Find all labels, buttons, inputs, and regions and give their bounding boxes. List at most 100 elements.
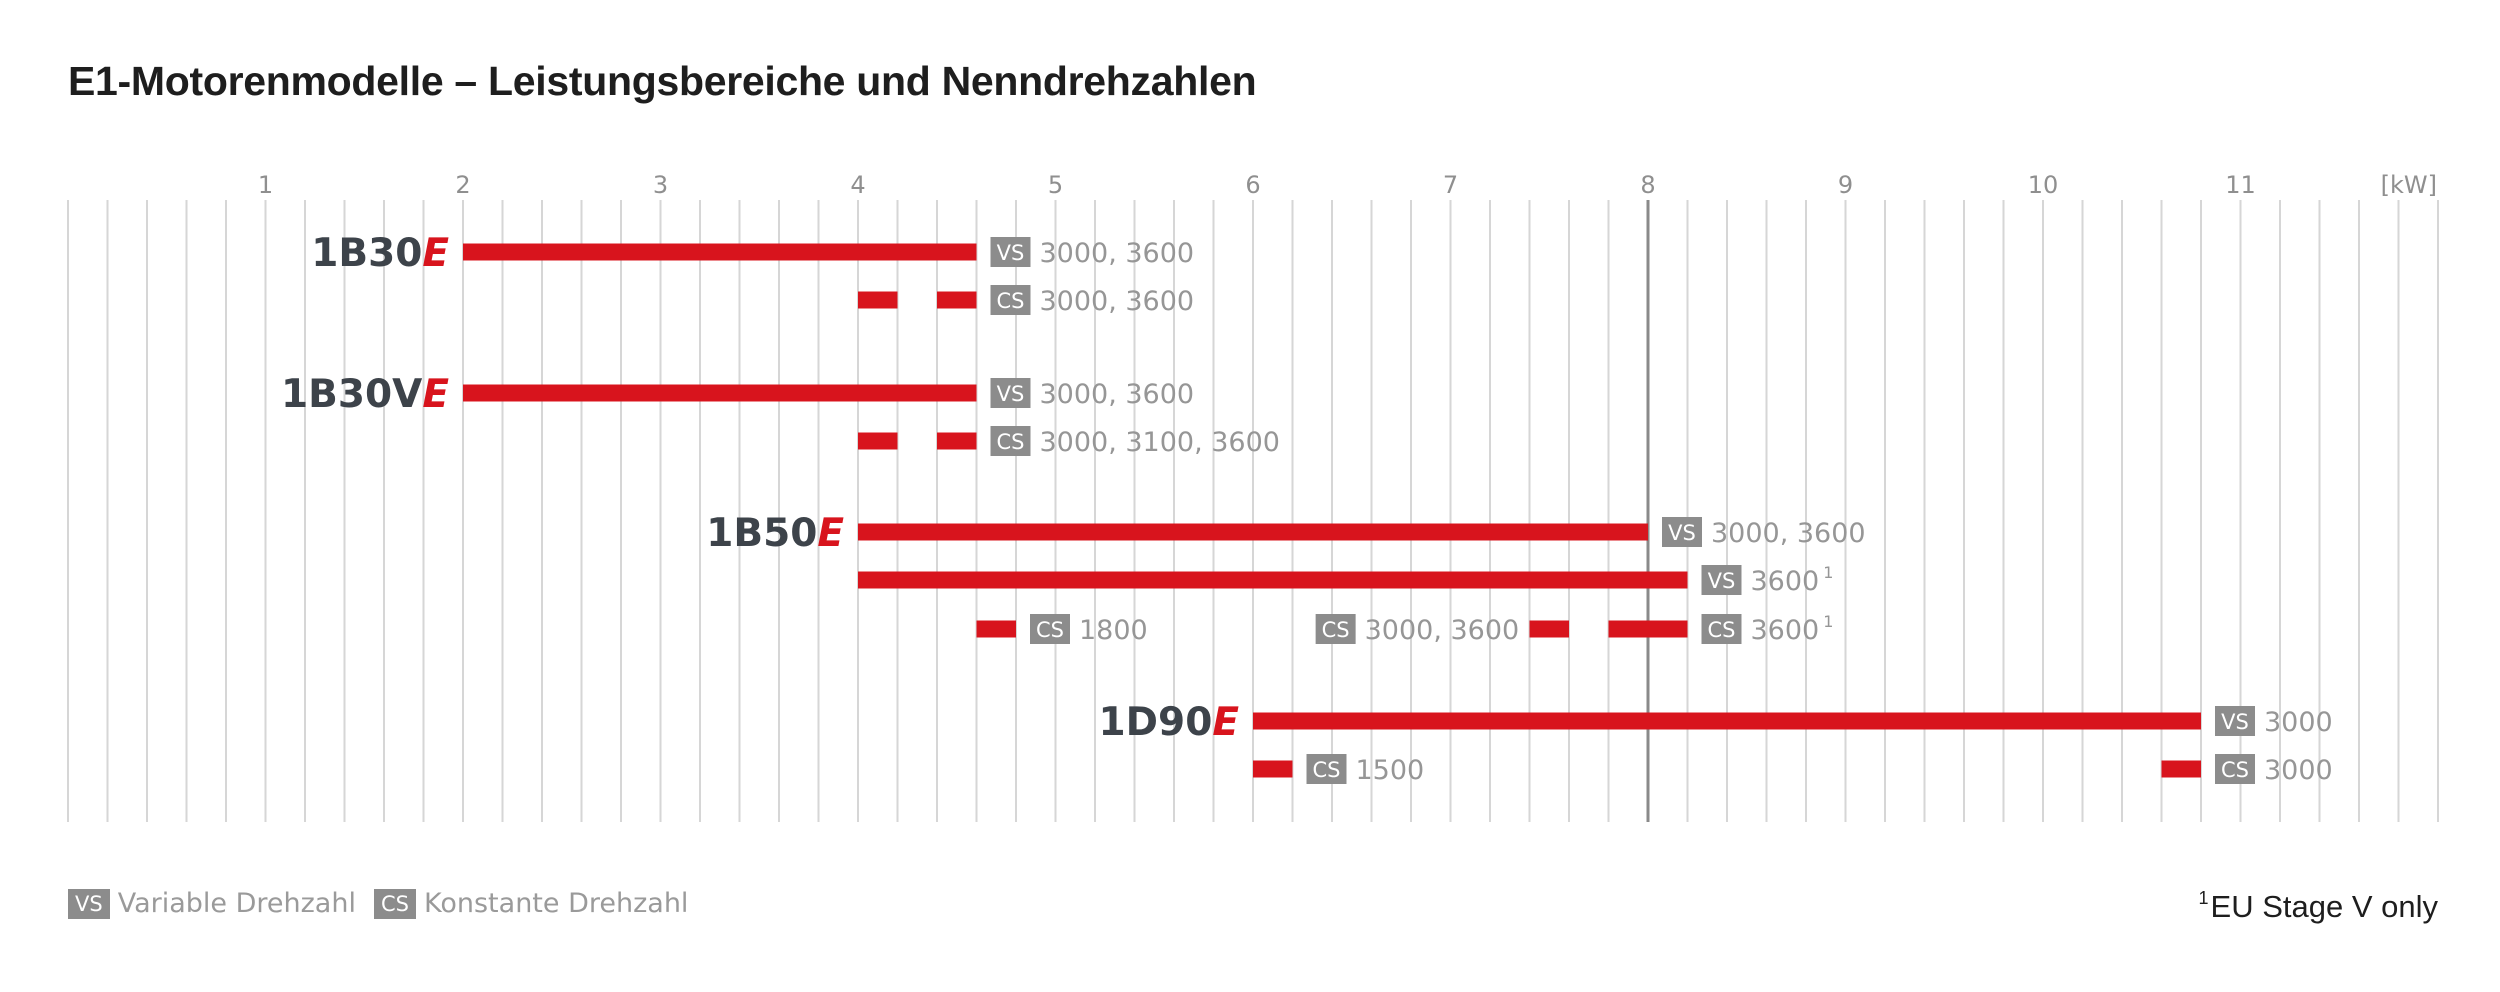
range-bar: [1529, 620, 1569, 638]
x-tick-label: 9: [1838, 171, 1853, 199]
legend-variable-speed: VS Variable Drehzahl: [68, 888, 356, 919]
model-name: 1B50: [706, 511, 817, 556]
speed-values: 3000, 3600: [1365, 615, 1520, 646]
x-tick-label: 10: [2028, 171, 2059, 199]
speed-values: 1500: [1356, 755, 1425, 786]
footnote-ref: 1: [1823, 612, 1833, 631]
speed-values: 3600 1: [1751, 563, 1834, 597]
footnote: 1EU Stage V only: [2199, 888, 2438, 925]
range-bar: [858, 432, 898, 450]
legend-cs-badge: CS: [374, 888, 416, 919]
model-label: 1B50E: [706, 511, 844, 556]
speed-type-badge-text: CS: [997, 289, 1025, 313]
speed-values: 3000, 3600: [1040, 286, 1195, 317]
x-tick-label: 4: [850, 171, 865, 199]
speed-values: 3000, 3600: [1040, 379, 1195, 410]
bars: [463, 243, 2201, 778]
speed-label: VS 3600 1: [1701, 563, 1834, 597]
speed-label: CS 1800: [1030, 614, 1148, 646]
speed-type-badge-text: CS: [1322, 618, 1350, 642]
x-tick-label: 1: [258, 171, 273, 199]
range-bar: [463, 243, 977, 261]
speed-type-badge-text: VS: [2221, 710, 2249, 734]
speed-type-badge-text: VS: [997, 382, 1025, 406]
model-name: 1B30: [311, 231, 422, 276]
speed-type-badge-text: CS: [1708, 618, 1736, 642]
model-label: 1B30VE: [281, 372, 449, 417]
model-suffix: E: [1212, 700, 1239, 745]
model-name: 1B30V: [281, 372, 422, 417]
speed-label: VS 3000, 3600: [990, 378, 1195, 410]
model-name: 1D90: [1099, 700, 1213, 745]
speed-label: CS 3000, 3600: [1315, 614, 1520, 646]
range-bar: [2161, 760, 2201, 778]
speed-type-badge: [990, 378, 1031, 408]
speed-type-badge: [1030, 614, 1070, 644]
speed-label: CS 3000: [2215, 754, 2333, 786]
footnote-marker: 1: [2198, 888, 2209, 908]
speed-label: VS 3000: [2215, 706, 2333, 738]
legend-vs-badge: VS: [68, 888, 110, 919]
legend-constant-speed: CS Konstante Drehzahl: [374, 888, 688, 919]
speed-type-badge: [1315, 614, 1356, 644]
speed-type-badge: [1306, 754, 1347, 784]
speed-values: 3000, 3600: [1711, 518, 1866, 549]
speed-values: 3000, 3100, 3600: [1040, 427, 1280, 458]
footnote-text: EU Stage V only: [2210, 889, 2438, 924]
x-tick-label: 5: [1048, 171, 1063, 199]
legend-vs-label: Variable Drehzahl: [117, 888, 356, 919]
speed-type-badge: [1701, 614, 1742, 644]
speed-label: CS 1500: [1306, 754, 1425, 786]
footnote-ref: 1: [1823, 563, 1833, 582]
x-tick-label: 7: [1443, 171, 1458, 199]
range-bar: [1253, 760, 1293, 778]
speed-values: 3600 1: [1751, 612, 1834, 646]
x-tick-label: 3: [653, 171, 668, 199]
range-bar: [937, 291, 977, 309]
model-suffix: E: [817, 511, 844, 556]
speed-label: CS 3000, 3600: [990, 285, 1195, 317]
model-label: 1B30E: [311, 231, 449, 276]
range-bar: [463, 384, 977, 402]
range-bar: [937, 432, 977, 450]
range-bar: [1608, 620, 1688, 638]
speed-label: VS 3000, 3600: [990, 237, 1195, 269]
speed-values: 3000: [2264, 755, 2333, 786]
speed-values: 1800: [1079, 615, 1148, 646]
range-bar: [1253, 712, 2201, 730]
speed-label: CS 3600 1: [1701, 612, 1834, 646]
speed-type-badge-text: VS: [1708, 569, 1736, 593]
speed-type-badge: [990, 285, 1031, 315]
speed-type-badge: [2215, 706, 2255, 736]
model-label: 1D90E: [1099, 700, 1240, 745]
speed-type-badge-text: CS: [997, 430, 1025, 454]
x-unit-label: [kW]: [2381, 171, 2437, 199]
speed-values: 3000: [2264, 707, 2333, 738]
range-bar: [976, 620, 1016, 638]
speed-values: 3000, 3600: [1040, 238, 1195, 269]
speed-type-badge-text: VS: [1668, 521, 1696, 545]
range-bar: [858, 571, 1688, 589]
speed-type-badge-text: CS: [2221, 758, 2249, 782]
model-suffix: E: [422, 231, 449, 276]
speed-type-badge: [990, 237, 1031, 267]
x-axis: 1 2 3 4 5 6 7 8 9 10 11 [kW]: [258, 171, 2437, 199]
speed-label: CS 3000, 3100, 3600: [990, 426, 1280, 458]
speed-type-badge-text: CS: [1036, 618, 1064, 642]
model-suffix: E: [422, 372, 449, 417]
speed-type-badge: [1701, 565, 1742, 595]
page-title: E1-Motorenmodelle – Leistungsbereiche un…: [68, 58, 1257, 104]
speed-type-badge: [2215, 754, 2255, 784]
x-tick-label: 11: [2225, 171, 2256, 199]
x-tick-label: 6: [1245, 171, 1260, 199]
x-tick-label: 8: [1640, 171, 1655, 199]
speed-type-badge-text: CS: [1313, 758, 1341, 782]
speed-label: VS 3000, 3600: [1662, 517, 1866, 549]
legend-cs-label: Konstante Drehzahl: [424, 888, 689, 919]
range-bar: [858, 523, 1648, 541]
range-bar: [858, 291, 898, 309]
speed-type-badge: [1662, 517, 1702, 547]
speed-type-badge: [990, 426, 1031, 456]
